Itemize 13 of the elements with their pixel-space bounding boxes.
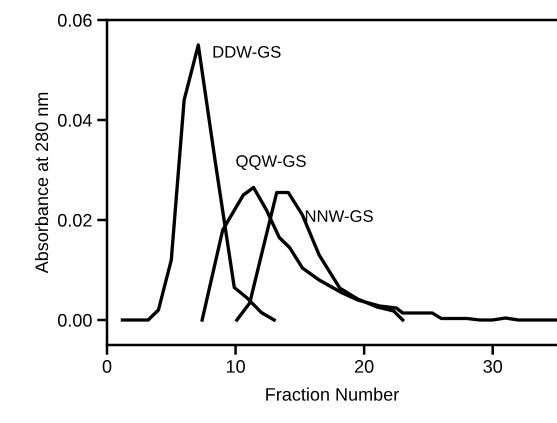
x-tick-label: 30: [483, 360, 502, 373]
y-tick-label: 0.00: [58, 314, 92, 327]
y-axis-title: Absorbance at 280 nm: [34, 92, 48, 274]
y-tick-label: 0.06: [58, 14, 92, 27]
x-tick-label: 20: [355, 360, 374, 373]
series-label: NNW-GS: [306, 210, 373, 222]
x-axis-title: Fraction Number: [266, 388, 399, 401]
series-label: QQW-GS: [236, 155, 306, 170]
x-tick-label: 10: [226, 360, 245, 373]
y-tick-label: 0.02: [58, 214, 92, 227]
series-label: DDW-GS: [214, 46, 281, 58]
x-tick-label: 0: [102, 360, 112, 373]
y-tick-label: 0.04: [58, 114, 92, 127]
